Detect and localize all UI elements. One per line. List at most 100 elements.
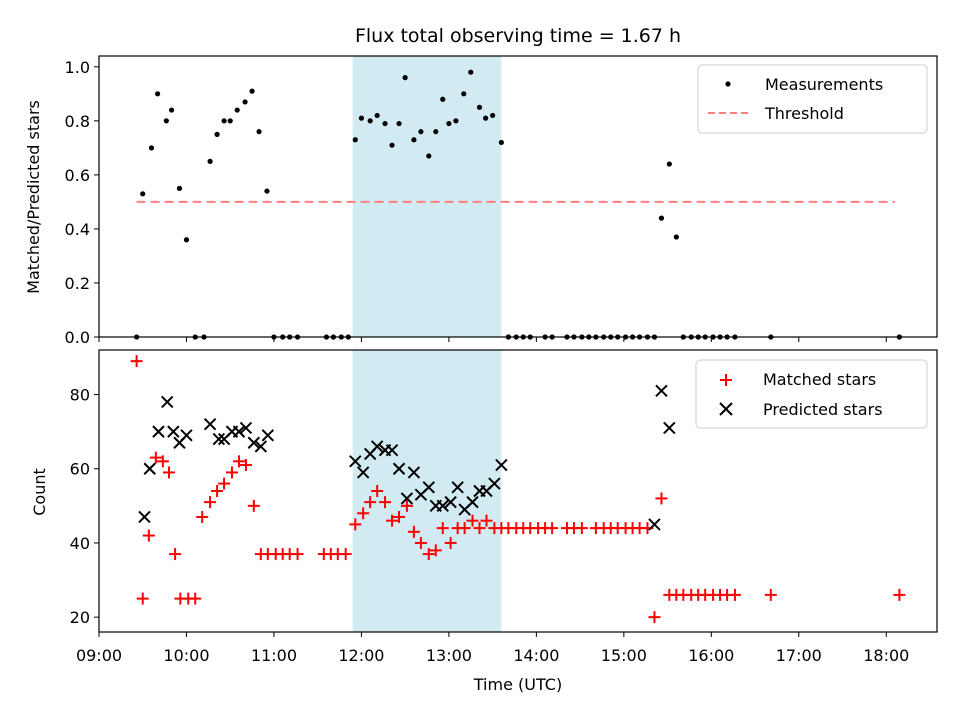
matched-stars-point — [764, 588, 777, 601]
matched-stars-point — [436, 522, 449, 535]
matched-stars-point — [156, 455, 169, 468]
predicted-stars-point — [385, 443, 399, 457]
legend-predicted-label: Predicted stars — [763, 400, 883, 419]
predicted-stars-point — [143, 462, 156, 475]
measurement-point — [498, 139, 504, 146]
legend-matched-label: Matched stars — [763, 370, 876, 389]
bottom-legend-box — [695, 359, 928, 429]
measurement-point — [155, 91, 161, 97]
matched-stars-point — [575, 522, 588, 535]
measurement-point — [658, 215, 665, 221]
measurement-point — [673, 234, 679, 240]
measurement-point — [176, 185, 183, 191]
matched-stars-point — [546, 522, 559, 535]
matched-stars-point — [162, 466, 175, 479]
matched-stars-point — [400, 499, 413, 512]
matched-stars-point — [136, 592, 149, 605]
predicted-stars-point — [356, 466, 370, 479]
y-tick-label: 40 — [70, 534, 90, 553]
measurement-point — [140, 191, 146, 197]
matched-stars-point — [204, 496, 217, 509]
predicted-stars-point — [261, 429, 275, 442]
top-panel-frame — [98, 55, 938, 338]
measurement-point — [148, 145, 155, 151]
matched-stars-point — [429, 544, 442, 557]
bottom-x-axis: 09:00 10:00 11:00 12:00 13:00 14:00 15:00 16:00… — [76, 632, 909, 665]
predicted-stars-point — [254, 440, 268, 453]
measurement-point — [234, 107, 240, 113]
measurement-point — [169, 107, 175, 113]
matched-stars-point — [339, 548, 352, 561]
predicted-stars-point — [239, 421, 253, 435]
y-tick-label: 60 — [70, 460, 90, 479]
measurement-point — [490, 112, 496, 119]
measurement-point — [242, 99, 248, 105]
matched-stars-point — [422, 548, 435, 561]
x-tick-label: 18:00 — [863, 646, 909, 665]
measurement-point — [418, 129, 424, 135]
matched-stars-point — [728, 588, 741, 601]
predicted-stars-point — [444, 495, 457, 509]
predicted-stars-point — [436, 499, 449, 513]
predicted-stars-point — [349, 455, 362, 468]
y-tick-label: 0.2 — [65, 274, 90, 293]
predicted-stars-point — [407, 466, 421, 479]
matched-stars-point — [218, 477, 231, 490]
bottom-panel: 20 40 60 80 09:00 10:00 11:00 12:00 13:00 14:00 1… — [30, 349, 938, 694]
measurement-point — [214, 131, 220, 137]
matched-stars-point — [239, 459, 252, 472]
y-tick-label: 20 — [70, 608, 90, 627]
bottom-y-axis: 20 40 60 80 — [70, 386, 99, 627]
measurement-point — [367, 118, 373, 124]
top-panel-shade — [352, 56, 502, 337]
y-tick-label: 1.0 — [65, 58, 90, 77]
predicted-stars-point — [392, 462, 406, 475]
legend-predicted-marker — [719, 402, 733, 416]
x-tick-label: 16:00 — [688, 646, 734, 665]
predicted-stars-point — [648, 518, 661, 531]
matched-stars-point — [414, 536, 427, 549]
top-panel: 0.0 0.2 0.4 0.6 0.8 1.0 Matched/Predicted sta… — [24, 55, 938, 347]
matched-stars-point — [444, 536, 457, 549]
matched-stars-point — [149, 451, 162, 464]
matched-stars-point — [393, 510, 406, 523]
measurement-point — [382, 120, 388, 127]
x-tick-label: 17:00 — [776, 646, 822, 665]
measurement-point — [264, 188, 270, 194]
matched-stars-point — [648, 611, 661, 624]
predicted-stars-point — [138, 510, 151, 524]
matched-stars-point — [386, 514, 399, 527]
measurement-point — [396, 120, 402, 127]
matched-stars-point — [364, 496, 377, 509]
x-tick-label: 10:00 — [163, 646, 209, 665]
measurement-point — [163, 118, 169, 124]
legend-matched-marker — [720, 374, 732, 386]
measurement-point — [426, 153, 432, 159]
measurement-point — [476, 104, 483, 110]
predicted-stars-point — [466, 495, 479, 509]
predicted-stars-point — [663, 421, 676, 435]
measurement-point — [483, 115, 489, 121]
matched-stars-point — [196, 510, 209, 523]
bottom-panel-frame — [98, 349, 938, 633]
measurement-point — [221, 118, 227, 124]
measurement-point — [358, 115, 365, 121]
matched-stars-point — [232, 455, 245, 468]
matched-stars-point — [357, 507, 370, 520]
predicted-stars-point — [212, 432, 226, 446]
measurement-point — [374, 112, 380, 119]
measurement-point — [352, 137, 358, 143]
matched-stars-point — [371, 485, 384, 497]
y-tick-label: 0.8 — [65, 112, 90, 131]
predicted-stars-point — [247, 436, 261, 449]
predicted-stars-point — [451, 481, 464, 494]
predicted-stars-point — [203, 418, 217, 431]
y-tick-label: 0.0 — [65, 328, 90, 347]
matched-stars-point — [893, 588, 906, 601]
legend-threshold-label: Threshold — [764, 104, 844, 123]
x-tick-label: 12:00 — [338, 646, 384, 665]
predicted-stars-point — [495, 458, 508, 472]
predicted-stars-point — [180, 429, 193, 442]
predicted-stars-point — [400, 492, 414, 505]
